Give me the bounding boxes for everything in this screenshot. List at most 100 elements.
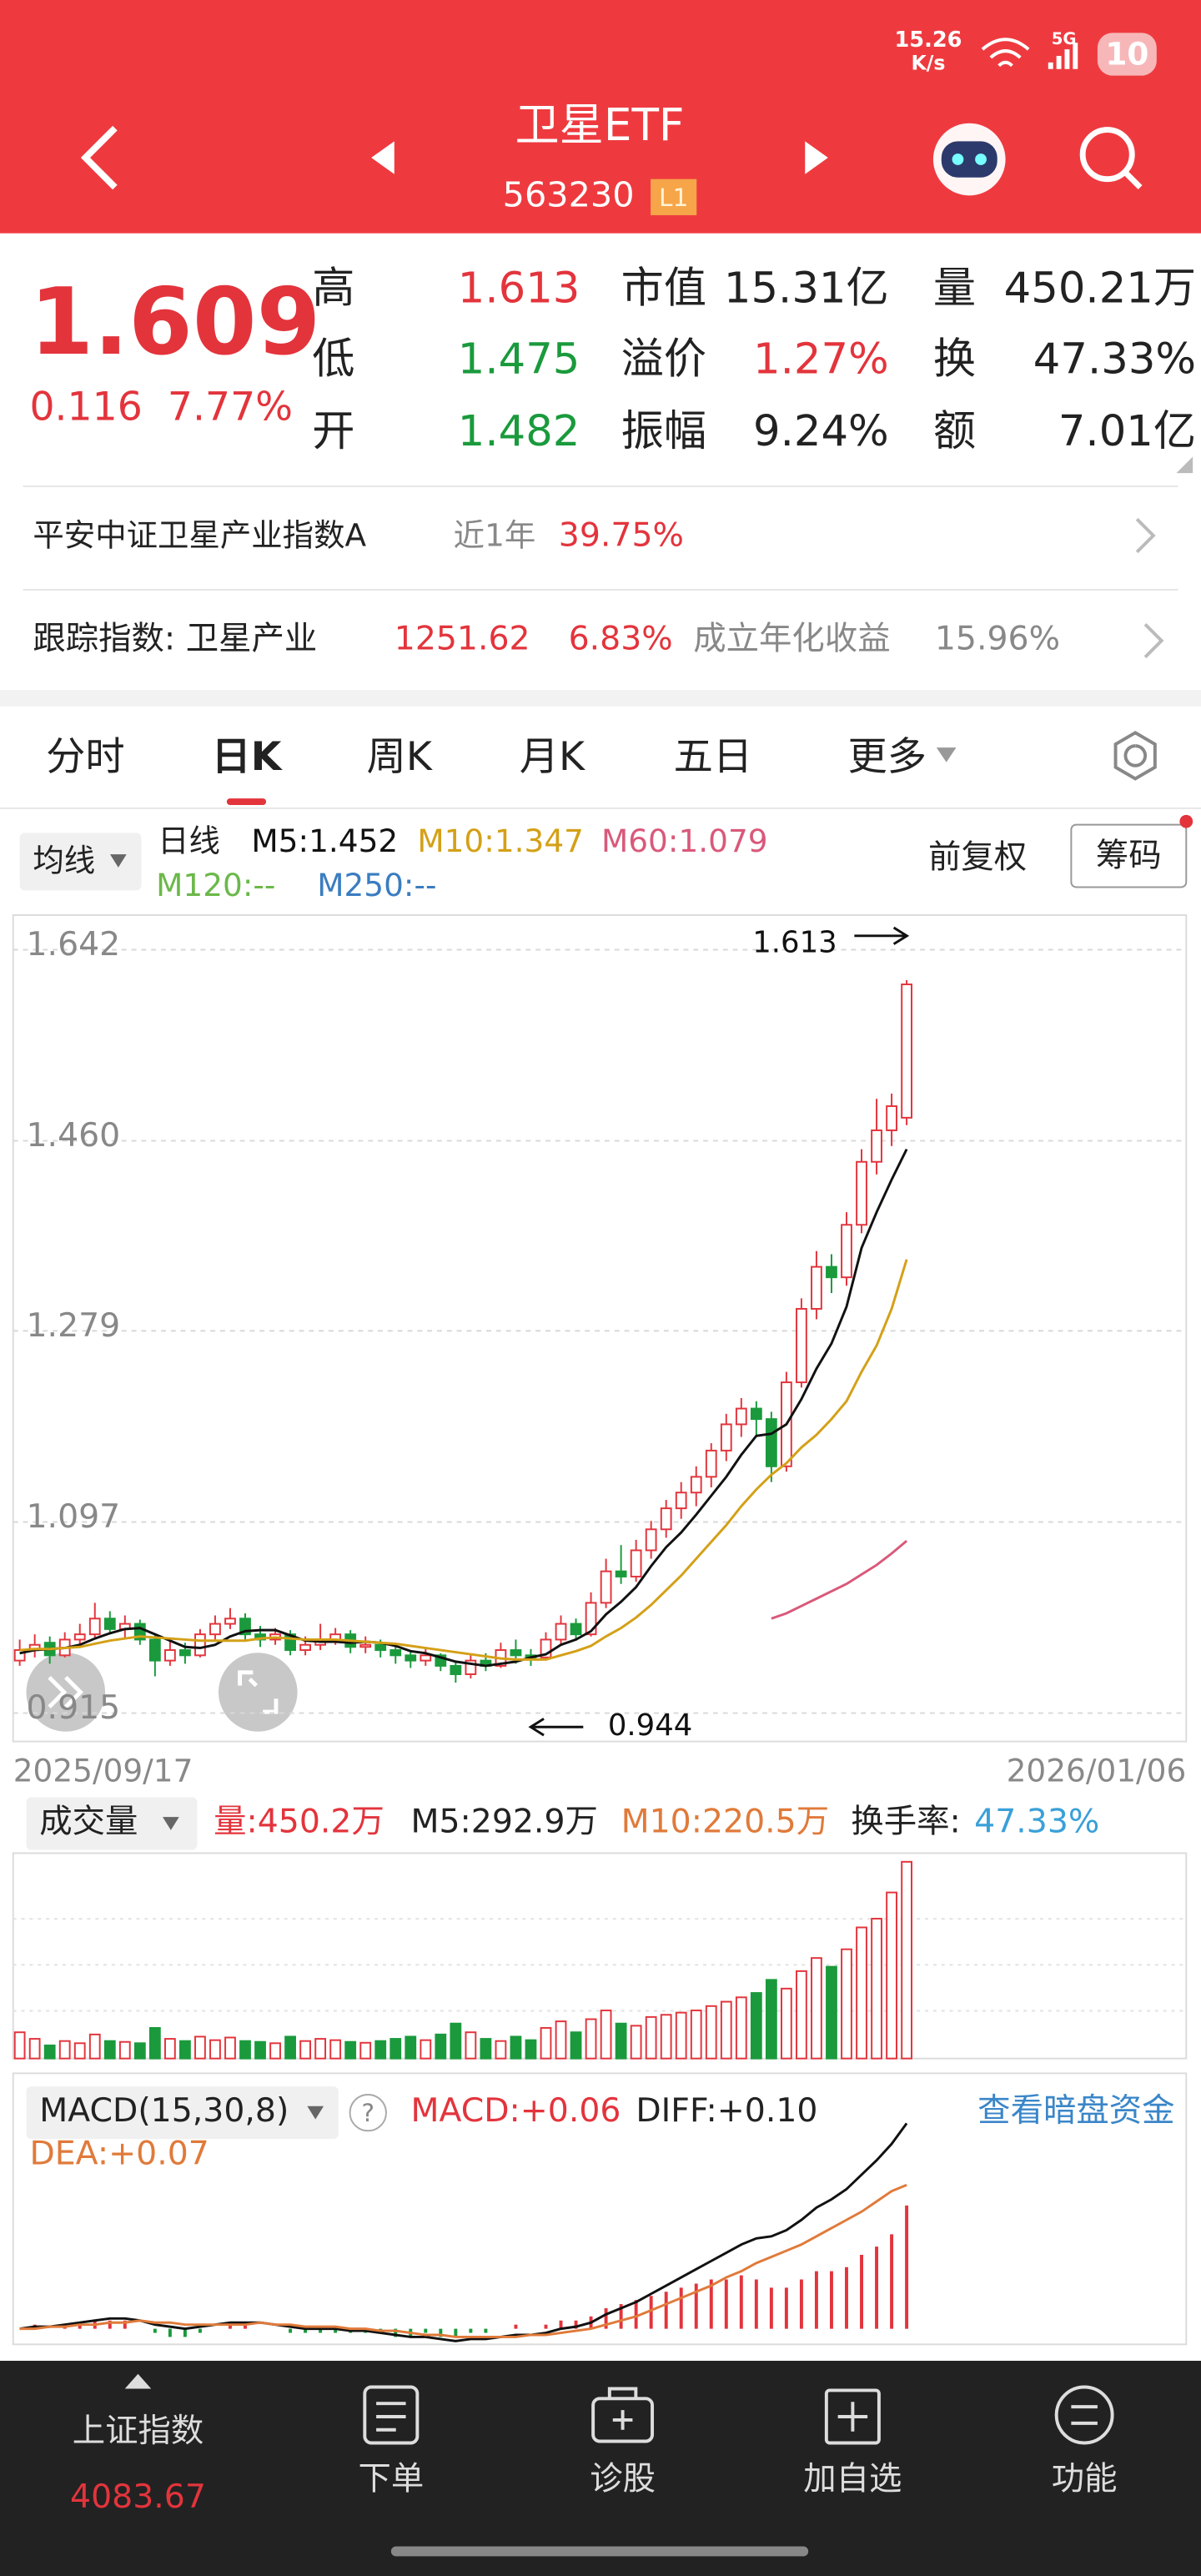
ma-selector-bg[interactable]: [19, 833, 142, 891]
candle-body: [374, 1643, 387, 1652]
nav-item[interactable]: 加自选: [803, 2459, 902, 2498]
candle-body: [224, 1618, 236, 1625]
level-badge: [651, 179, 697, 215]
x-tick-label: 2026/01/06: [1007, 1752, 1187, 1789]
stat-value: 7.01亿: [1058, 406, 1196, 456]
change: 0.116: [29, 384, 142, 430]
tracking-row[interactable]: 跟踪指数: 卫星产业 1251.62 6.83% 成立年化收益 15.96%: [33, 620, 1164, 659]
assistant-button[interactable]: [932, 123, 1006, 196]
stat-label: 溢价: [621, 334, 706, 384]
candle-body: [420, 1654, 432, 1662]
volume-m10: M10:220.5万: [621, 1803, 829, 1841]
volume-bar: [856, 1926, 867, 2060]
tab[interactable]: 周K: [367, 734, 433, 780]
macd-selector-bg[interactable]: [26, 2086, 339, 2140]
volume-bar: [344, 2040, 357, 2060]
adjust-mode[interactable]: 前复权: [928, 838, 1027, 876]
candle-body: [510, 1649, 522, 1657]
tab[interactable]: 月K: [520, 734, 585, 780]
candle-body: [163, 1649, 176, 1662]
ma-selector[interactable]: 均线: [33, 842, 95, 878]
stat-label: 开: [312, 406, 354, 456]
candle-body: [555, 1623, 567, 1641]
settings-button[interactable]: [1113, 731, 1157, 781]
stat-label: 量: [933, 264, 976, 314]
tracking-note: 成立年化收益: [693, 620, 890, 658]
candle-body: [765, 1418, 777, 1467]
index-arrow: [124, 2373, 152, 2389]
title: 卫星ETF: [515, 99, 684, 151]
prev-button[interactable]: [371, 141, 394, 174]
volume-bar: [735, 1996, 747, 2060]
volume-bar: [359, 2041, 372, 2060]
volume-bar: [88, 2033, 101, 2060]
back-button[interactable]: [80, 125, 118, 190]
tab[interactable]: 五日: [674, 734, 753, 780]
nav-item[interactable]: 下单: [358, 2459, 424, 2498]
tab-active[interactable]: 日K: [212, 734, 284, 780]
next-button[interactable]: [805, 141, 828, 174]
nav-icon: [363, 2385, 1114, 2445]
nav-item[interactable]: 诊股: [590, 2459, 656, 2498]
expand-button[interactable]: [26, 1653, 106, 1732]
candle-body: [811, 1265, 822, 1310]
high-label: 1.613: [752, 926, 837, 960]
fullscreen-button[interactable]: [218, 1653, 298, 1732]
tab[interactable]: 分时: [46, 734, 125, 780]
stat-value: 450.21万: [1004, 264, 1196, 314]
volume-bar: [314, 2038, 327, 2060]
volume-bar: [103, 2040, 116, 2060]
dropdown-arrow: [163, 1817, 179, 1830]
turnover-label: 换手率:: [851, 1803, 960, 1841]
volume-bar: [420, 2039, 432, 2060]
chips-button[interactable]: [1070, 823, 1188, 888]
tracking-note-value: 15.96%: [935, 620, 1060, 658]
fund-row[interactable]: 平安中证卫星产业指数A 近1年 39.75%: [33, 516, 1156, 554]
chips-label[interactable]: 筹码: [1096, 837, 1162, 875]
y-tick-label: 1.279: [27, 1306, 121, 1345]
volume-selector-bg[interactable]: [26, 1797, 198, 1850]
volume-bar: [450, 2022, 462, 2060]
stat-label: 振幅: [621, 406, 706, 456]
macd-value: MACD:+0.06: [410, 2091, 621, 2130]
candle-body: [88, 1618, 101, 1636]
stat-value: 1.482: [458, 406, 580, 456]
candle-body: [901, 984, 912, 1119]
level: L1: [659, 184, 688, 212]
macd-selector[interactable]: MACD(15,30,8): [39, 2091, 289, 2130]
candle-body: [103, 1618, 116, 1630]
ma-legend: M5:1.452: [251, 823, 398, 859]
y-tick-label: 1.097: [27, 1497, 121, 1536]
x-tick-label: 2025/09/17: [13, 1752, 193, 1789]
expand-corner[interactable]: [1176, 456, 1193, 474]
volume-bar: [871, 1918, 882, 2060]
tab[interactable]: 更多: [847, 734, 927, 780]
tracking-change: 6.83%: [569, 620, 673, 658]
candle-body: [796, 1307, 807, 1384]
volume-bar: [690, 2010, 702, 2060]
volume-selector[interactable]: 成交量: [39, 1803, 138, 1841]
help-text[interactable]: ?: [361, 2099, 374, 2127]
chevron: [1143, 622, 1164, 659]
search-button[interactable]: [1079, 127, 1143, 189]
macd-line: [19, 2183, 907, 2338]
volume-bar: [720, 2000, 732, 2060]
tracking-label: 跟踪指数: 卫星产业: [33, 620, 317, 658]
ma-line: [19, 1148, 908, 1668]
nav-item[interactable]: 功能: [1052, 2459, 1118, 2498]
candle-body: [841, 1224, 852, 1279]
candle-body: [750, 1407, 762, 1421]
macd-link[interactable]: 查看暗盘资金: [977, 2091, 1174, 2130]
index-value[interactable]: 4083.67: [70, 2478, 206, 2516]
candle-body: [645, 1528, 657, 1552]
index-name[interactable]: 上证指数: [73, 2412, 204, 2450]
volume-value: 量:450.2万: [214, 1803, 384, 1841]
candle-body: [389, 1649, 402, 1657]
help-icon[interactable]: [349, 2093, 387, 2132]
candle-body: [359, 1643, 372, 1648]
volume-bar: [780, 1987, 792, 2060]
stat-label: 市值: [621, 264, 706, 314]
volume-bar: [374, 2040, 387, 2060]
candle-body: [585, 1602, 597, 1636]
